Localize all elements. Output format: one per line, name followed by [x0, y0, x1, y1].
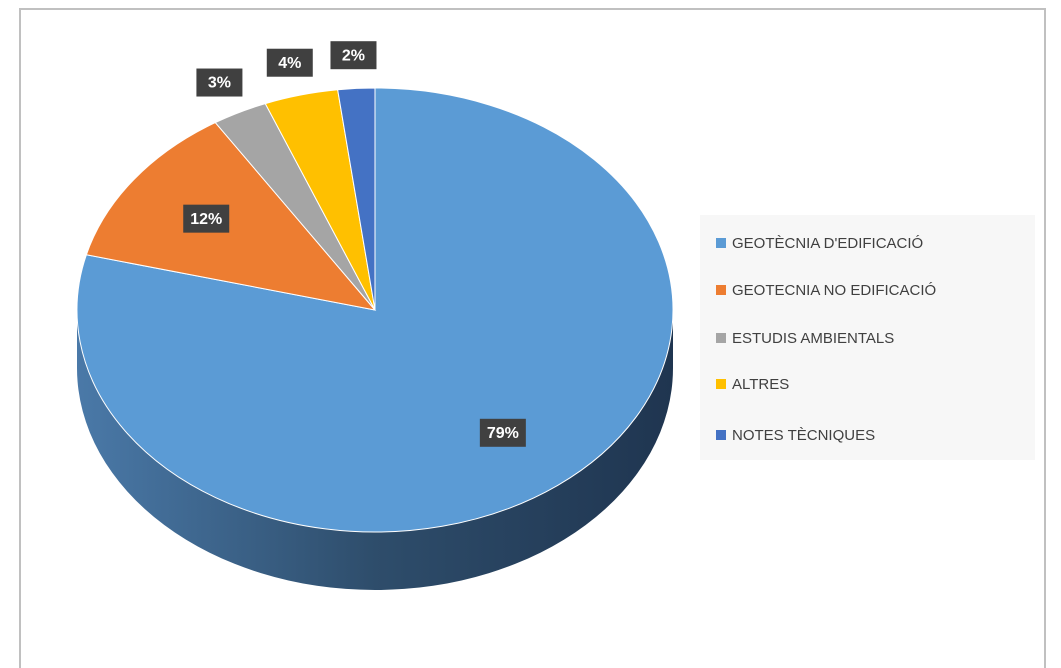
legend-label: GEOTECNIA NO EDIFICACIÓ [732, 282, 936, 299]
legend-box [700, 215, 1035, 460]
data-label: 4% [278, 55, 301, 72]
data-label: 12% [190, 211, 222, 228]
data-label: 2% [342, 47, 365, 64]
legend-label: ESTUDIS AMBIENTALS [732, 330, 894, 347]
legend-label: GEOTÈCNIA D'EDIFICACIÓ [732, 235, 923, 252]
legend: GEOTÈCNIA D'EDIFICACIÓ GEOTECNIA NO EDIFI… [716, 235, 936, 444]
data-label-box [183, 204, 230, 233]
data-label: 79% [487, 425, 519, 442]
legend-swatch [716, 238, 726, 248]
legend-swatch [716, 285, 726, 295]
legend-swatch [716, 333, 726, 343]
legend-swatch [716, 379, 726, 389]
legend-swatch [716, 430, 726, 440]
data-label-box [330, 41, 377, 70]
legend-label: NOTES TÈCNIQUES [732, 427, 875, 444]
pie-slice [85, 121, 377, 311]
data-labels: 79% 12% 3% 4% 2% [183, 41, 526, 447]
pie-side [77, 310, 673, 590]
data-label-box [196, 68, 243, 97]
legend-label: ALTRES [732, 376, 789, 393]
pie [76, 87, 674, 590]
pie-slice [337, 87, 376, 311]
frame [19, 8, 1046, 668]
data-label: 3% [208, 75, 231, 92]
data-label-box [266, 48, 313, 77]
data-label-box [479, 418, 526, 447]
